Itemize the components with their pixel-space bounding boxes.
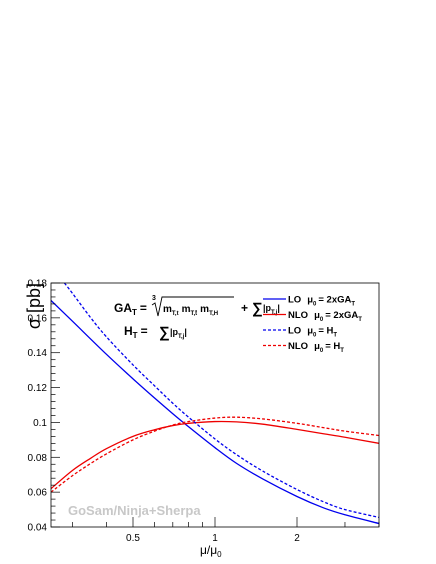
ht-lhs: H (124, 324, 133, 338)
ht-lhs-sub: T (133, 331, 138, 340)
x-tick-label: 1 (212, 533, 218, 544)
y-tick-label: 0.06 (28, 488, 48, 499)
ga-m2-sub: T,t̄ (190, 310, 197, 317)
y-tick-label: 0.18 (28, 279, 48, 290)
y-tick-label: 0.08 (28, 453, 48, 464)
ht-formula: HT = ∑ |pT,j| (124, 324, 187, 341)
legend-entry-lo-gat: LO μ0 = 2xGAT (263, 295, 355, 308)
ga-m3-sub: T,H (209, 311, 218, 317)
ga-m3: m (200, 304, 209, 315)
ga-lhs: GA (114, 301, 132, 315)
x-axis-title: μ/μ0 (200, 543, 222, 559)
axes: 0.04 0.06 0.08 0.1 0.12 0.14 0.16 0.18 0.5 1 2 (28, 279, 380, 544)
ht-p-sub: T,j (178, 334, 185, 340)
cube-root-sign (151, 296, 234, 317)
nlo-gat-curve (51, 420, 379, 490)
legend-label: NLO μ0 = HT (288, 341, 344, 354)
legend-label: LO μ0 = HT (288, 326, 337, 339)
x-axis-title-sub: 0 (217, 550, 222, 559)
y-tick-label: 0.12 (28, 383, 48, 394)
y-tick-label: 0.16 (28, 313, 48, 324)
plot-area (51, 283, 379, 525)
nlo-ht-curve (51, 416, 379, 493)
ga-m1: m (163, 304, 172, 315)
y-tick-label: 0.14 (28, 348, 48, 359)
lo-ht-curve (63, 283, 379, 519)
ga-formula: GAT = 3 mT,t mT,t̄ mT,H + ∑ |pT,j| (114, 295, 280, 317)
x-tick-label: 0.5 (126, 533, 140, 544)
svg-text:mT,tmT,t̄mT,H: mT,t mT,t̄ mT,H (163, 304, 218, 317)
ga-plus: + (241, 301, 248, 315)
ga-sum-sign: ∑ (252, 300, 263, 317)
ga-m1-sub: T,t (172, 311, 179, 317)
legend-entry-lo-ht: LO μ0 = HT (263, 326, 337, 339)
ga-p: |p (263, 303, 272, 313)
ga-m2: m (182, 304, 191, 315)
svg-text:HT=: HT = (124, 324, 148, 340)
lo-gat-curve (51, 299, 379, 525)
ht-sum-sign: ∑ (159, 324, 170, 341)
y-tick-label: 0.04 (28, 523, 48, 534)
ht-p-close: | (184, 327, 187, 337)
legend-entry-nlo-ht: NLO μ0 = HT (263, 341, 344, 354)
ht-equals: = (141, 324, 148, 338)
ga-p-sub: T,j (271, 310, 278, 316)
legend-label: NLO μ0 = 2xGAT (288, 310, 362, 323)
ht-p: |p (170, 327, 179, 337)
watermark: GoSam/Ninja+Sherpa (68, 503, 201, 518)
svg-text:|pT,j|: |pT,j| (170, 327, 187, 340)
legend-label: LO μ0 = 2xGAT (288, 295, 355, 308)
legend: LO μ0 = 2xGAT NLO μ0 = 2xGAT LO μ0 = HT NLO μ0 = HT (263, 295, 362, 354)
y-axis-title: σ [pb] (24, 283, 44, 329)
y-tick-label: 0.1 (33, 418, 47, 429)
ga-p-close: | (277, 303, 280, 313)
x-tick-label: 2 (294, 533, 300, 544)
root-index: 3 (152, 295, 156, 302)
series-curves (51, 283, 379, 525)
svg-text:GAT=: GAT = (114, 301, 147, 317)
x-axis-title-main: μ/μ (200, 543, 217, 557)
legend-entry-nlo-gat: NLO μ0 = 2xGAT (263, 310, 362, 323)
ga-lhs-sub: T (132, 308, 137, 317)
svg-text:|pT,j|: |pT,j| (263, 303, 280, 316)
ga-equals: = (140, 301, 147, 315)
